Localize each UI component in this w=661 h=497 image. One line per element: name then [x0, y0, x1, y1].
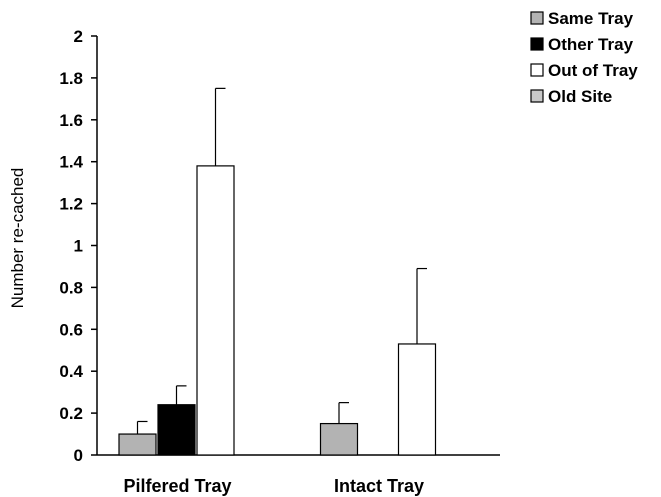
y-tick-label: 0.2	[59, 404, 83, 423]
y-tick-label: 1.4	[59, 153, 83, 172]
y-tick-label: 1.2	[59, 195, 83, 214]
legend-item: Out of Tray	[530, 61, 638, 80]
category-labels: Pilfered Tray Intact Tray	[123, 476, 424, 496]
legend-label: Out of Tray	[548, 61, 638, 80]
legend-item: Same Tray	[530, 9, 634, 28]
bars	[118, 165, 437, 456]
category-label: Pilfered Tray	[123, 476, 231, 496]
y-tick-label: 1	[74, 237, 83, 256]
legend: Same Tray Other Tray Out of Tray Old Site	[530, 9, 638, 106]
y-tick-label: 2	[74, 27, 83, 46]
bar-out-of-tray-pilfered-tray	[196, 165, 235, 456]
legend-item: Other Tray	[530, 35, 634, 54]
bar-out-of-tray-intact-tray	[397, 343, 437, 456]
y-tick-label: 0	[74, 446, 83, 465]
y-tick-label: 0.6	[59, 320, 83, 339]
category-label: Intact Tray	[334, 476, 424, 496]
legend-label: Other Tray	[548, 35, 634, 54]
bar-same-tray-intact-tray	[319, 422, 359, 456]
y-axis: 0 0.2 0.4 0.6 0.8 1 1.2 1.4 1.6 1.8 2	[59, 27, 98, 465]
y-tick-label: 1.6	[59, 111, 83, 130]
legend-swatch	[530, 89, 544, 103]
bar-same-tray-pilfered-tray	[118, 433, 157, 456]
legend-item: Old Site	[530, 87, 612, 106]
y-tick-label: 1.8	[59, 69, 83, 88]
y-tick-label: 0.8	[59, 278, 83, 297]
legend-label: Same Tray	[548, 9, 634, 28]
y-axis-title: Number re-cached	[8, 168, 27, 309]
legend-swatch	[530, 63, 544, 77]
bar-other-tray-pilfered-tray	[157, 404, 196, 456]
y-tick-label: 0.4	[59, 362, 83, 381]
legend-swatch	[530, 11, 544, 25]
legend-swatch	[530, 37, 544, 51]
error-bars	[136, 87, 427, 435]
legend-label: Old Site	[548, 87, 612, 106]
